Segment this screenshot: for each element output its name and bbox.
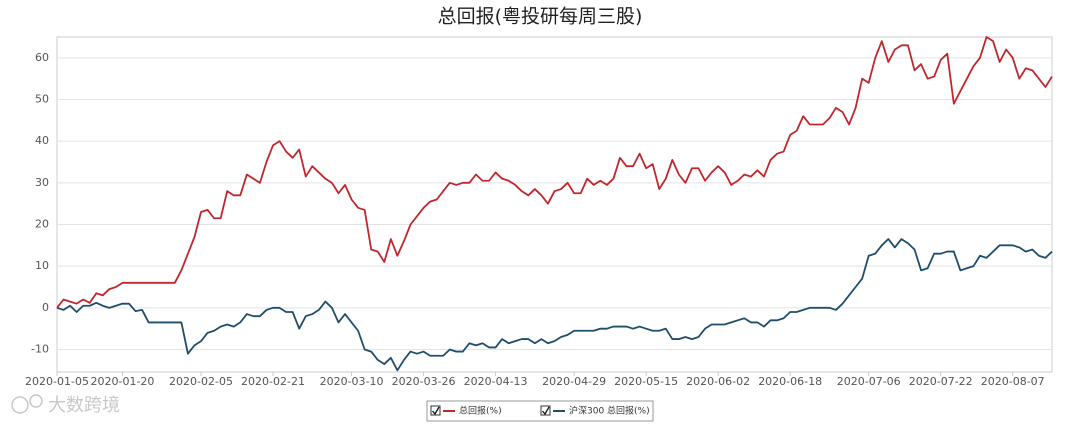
x-tick-label: 2020-07-22 [909,375,973,388]
y-tick-label: 40 [35,134,49,147]
watermark-logo [11,394,43,414]
legend-label: 总回报(%) [459,405,502,417]
x-tick-label: 2020-04-29 [542,375,606,388]
x-tick-label: 2020-01-20 [90,375,154,388]
x-tick-label: 2020-07-06 [837,375,901,388]
series-line [56,36,1053,309]
series-line [56,238,1053,372]
x-tick-label: 2020-01-05 [25,375,89,388]
x-tick-label: 2020-06-02 [686,375,750,388]
legend-check[interactable] [542,406,550,416]
watermark: 大数跨境 [48,395,120,416]
legend-checkbox[interactable] [540,405,551,416]
x-tick-label: 2020-02-21 [241,375,305,388]
plot-area [56,36,1053,373]
y-tick-label: 50 [35,93,49,106]
chart-title: 总回报(粤投研每周三股) [438,6,643,28]
legend-box [426,400,654,422]
legend-label: 沪深300 总回报(%) [569,405,650,417]
legend-check[interactable] [432,406,440,416]
x-tick-label: 2020-04-13 [464,375,528,388]
y-tick-label: 20 [35,218,49,231]
y-tick-label: -10 [31,343,49,356]
x-tick-label: 2020-03-26 [392,375,456,388]
x-tick-label: 2020-02-05 [169,375,233,388]
x-tick-label: 2020-06-18 [758,375,822,388]
x-tick-label: 2020-05-15 [614,375,678,388]
y-tick-label: 60 [35,51,49,64]
y-tick-label: 10 [35,259,49,272]
x-tick-label: 2020-08-07 [981,375,1045,388]
x-tick-label: 2020-03-10 [320,375,384,388]
legend-checkbox[interactable] [430,405,441,416]
y-tick-label: 0 [42,301,49,314]
y-tick-label: 30 [35,176,49,189]
